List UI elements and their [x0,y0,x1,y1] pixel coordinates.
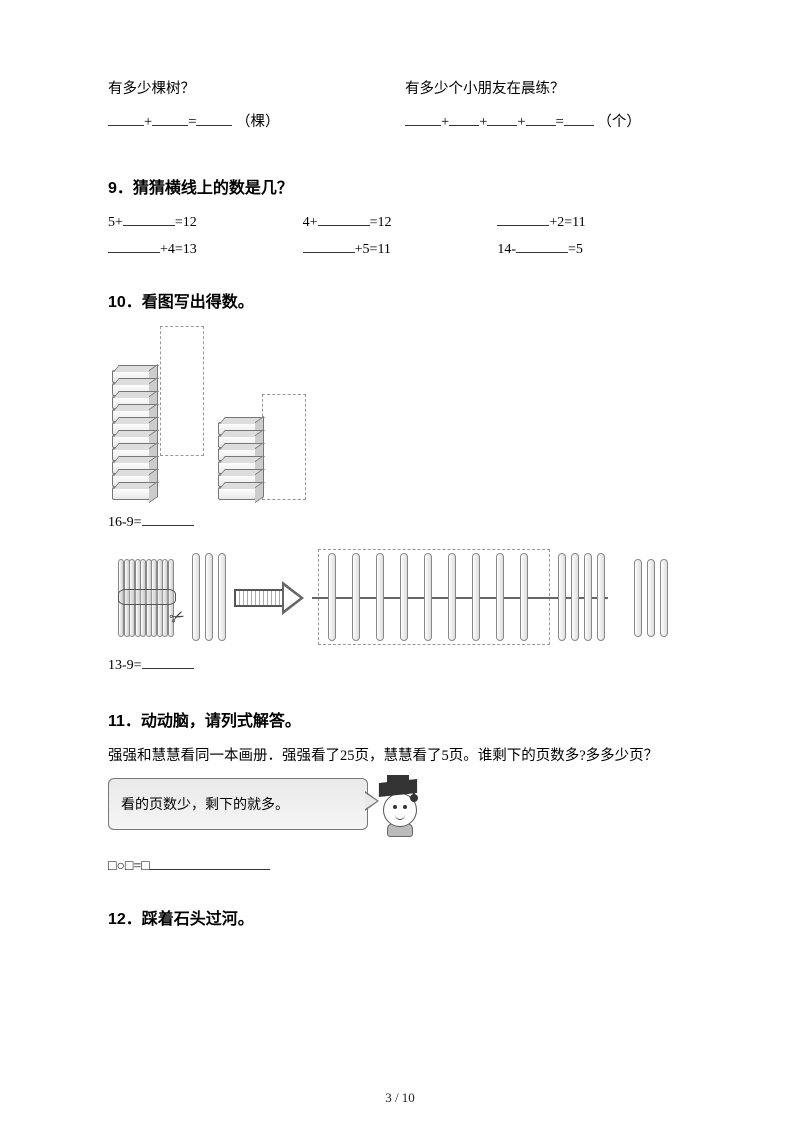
dashed-box [160,326,204,456]
q-right-text: 有多少个小朋友在晨练？ [405,78,692,101]
q9-grid: 5+ =12 4+ =12 +2=11 +4=13 +5=11 14- =5 [108,212,692,258]
q-left-text: 有多少棵树？ [108,78,395,101]
q-right-equation: +++= （个） [405,111,692,134]
q10-eq1: 16-9= [108,512,692,534]
q11-heading: 11．动动脑，请列式解答。 [108,707,692,731]
txt: □○□=□ [108,859,150,874]
txt: =5 [568,242,583,257]
q10-eq2: 13-9= [108,655,692,677]
bundle-tie [118,589,176,605]
blank [150,856,270,870]
blank [526,112,556,126]
worksheet-page: 有多少棵树？ += （棵） 有多少个小朋友在晨练？ +++= （个） 9．猜猜横… [0,0,800,1003]
q9-heading: 9．猜猜横线上的数是几？ [108,174,692,198]
q-left-equation: += （棵） [108,111,395,134]
txt: 5+ [108,215,123,230]
blank [516,239,568,253]
top-right-col: 有多少个小朋友在晨练？ +++= （个） [395,78,692,144]
dashed-box [262,394,306,500]
blank [318,212,370,226]
txt: =12 [370,215,392,230]
blank [196,112,232,126]
q11-body: 强强和慧慧看同一本画册．强强看了25页，慧慧看了5页。谁剩下的页数多?多多少页？ [108,745,692,768]
q10-heading: 10．看图写出得数。 [108,288,692,312]
block-stack-right [218,422,256,500]
blank [487,112,517,126]
txt: 13-9= [108,658,142,673]
tip-bubble: 看的页数少，剩下的就多。 [108,778,368,830]
mascot-icon [373,775,425,837]
blank [123,212,175,226]
blank [152,112,188,126]
page-footer: 3 / 10 [0,1090,800,1106]
tip-text: 看的页数少，剩下的就多。 [121,794,289,814]
blank [497,212,549,226]
blank [108,239,160,253]
unit-left: （棵） [236,114,280,130]
top-left-col: 有多少棵树？ += （棵） [108,78,395,144]
txt: 16-9= [108,515,142,530]
q12-heading: 12．踩着石头过河。 [108,905,692,929]
txt: +4=13 [160,242,197,257]
blank [405,112,441,126]
top-questions-row: 有多少棵树？ += （棵） 有多少个小朋友在晨练？ +++= （个） [108,78,692,144]
q10-sticks-figure: ✂ [108,545,678,651]
q9-cell: +4=13 [108,239,303,258]
txt: =12 [175,215,197,230]
q9-cell: +5=11 [303,239,498,258]
q9-cell: 4+ =12 [303,212,498,231]
unit-right: （个） [597,114,641,130]
blank [108,112,144,126]
blank [142,655,194,669]
txt: +2=11 [549,215,585,230]
q11-tip-wrap: 看的页数少，剩下的就多。 [108,778,438,830]
q11-shape-equation: □○□=□ [108,856,692,875]
blank [303,239,355,253]
q9-cell: 14- =5 [497,239,692,258]
txt: 4+ [303,215,318,230]
blank [564,112,594,126]
q10-blocks-figure [108,326,318,506]
txt: +5=11 [355,242,391,257]
block-stack-left [112,370,150,500]
blank [449,112,479,126]
arrow-icon [234,581,306,615]
blank [142,512,194,526]
q9-cell: 5+ =12 [108,212,303,231]
txt: 14- [497,242,516,257]
q9-cell: +2=11 [497,212,692,231]
